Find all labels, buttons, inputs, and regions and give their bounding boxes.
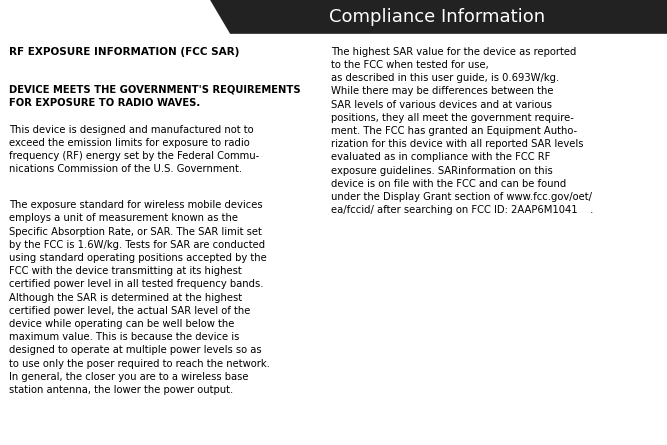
Text: The exposure standard for wireless mobile devices
employs a unit of measurement : The exposure standard for wireless mobil…: [9, 200, 269, 395]
Polygon shape: [210, 0, 667, 34]
Text: RF EXPOSURE INFORMATION (FCC SAR): RF EXPOSURE INFORMATION (FCC SAR): [9, 47, 239, 57]
Text: This device is designed and manufactured not to
exceed the emission limits for e: This device is designed and manufactured…: [9, 125, 259, 174]
Text: DEVICE MEETS THE GOVERNMENT'S REQUIREMENTS
FOR EXPOSURE TO RADIO WAVES.: DEVICE MEETS THE GOVERNMENT'S REQUIREMEN…: [9, 85, 300, 108]
Text: The highest SAR value for the device as reported
to the FCC when tested for use,: The highest SAR value for the device as …: [331, 47, 594, 215]
Text: Compliance Information: Compliance Information: [329, 8, 545, 26]
